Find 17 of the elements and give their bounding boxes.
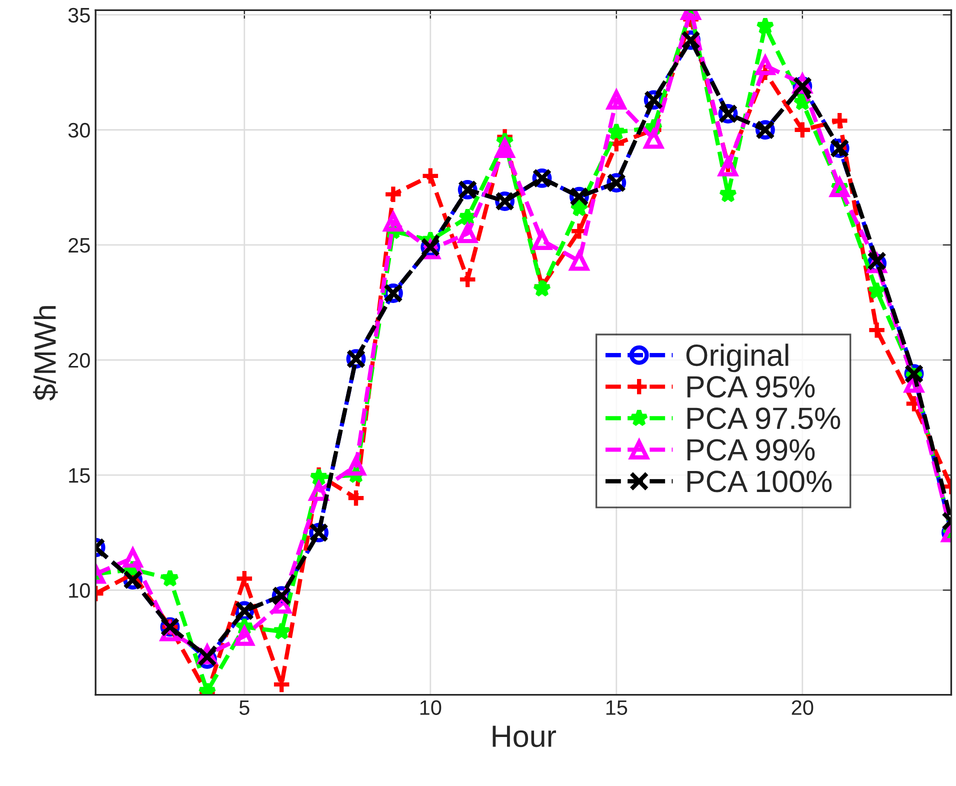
- x-tick-label: 20: [792, 700, 814, 715]
- y-tick-label: 10: [69, 583, 90, 598]
- x-tick-label: 15: [606, 700, 628, 715]
- y-tick-label: 15: [69, 468, 90, 483]
- x-tick-label: 5: [239, 700, 250, 715]
- y-tick-label: 20: [68, 353, 90, 368]
- y-tick-label: 30: [68, 122, 90, 138]
- y-axis-title: $/MWh: [33, 306, 58, 401]
- legend-label: PCA 100%: [687, 470, 832, 492]
- x-tick-label: 10: [420, 700, 442, 715]
- y-tick-label: 35: [68, 8, 90, 23]
- legend-label: PCA 97.5%: [687, 408, 840, 430]
- legend-label: PCA 99%: [687, 439, 815, 461]
- legend-label: Original: [686, 344, 788, 372]
- legend-label: PCA 95%: [687, 376, 815, 398]
- x-axis-title: Hour: [492, 726, 556, 748]
- y-tick-label: 25: [68, 238, 90, 253]
